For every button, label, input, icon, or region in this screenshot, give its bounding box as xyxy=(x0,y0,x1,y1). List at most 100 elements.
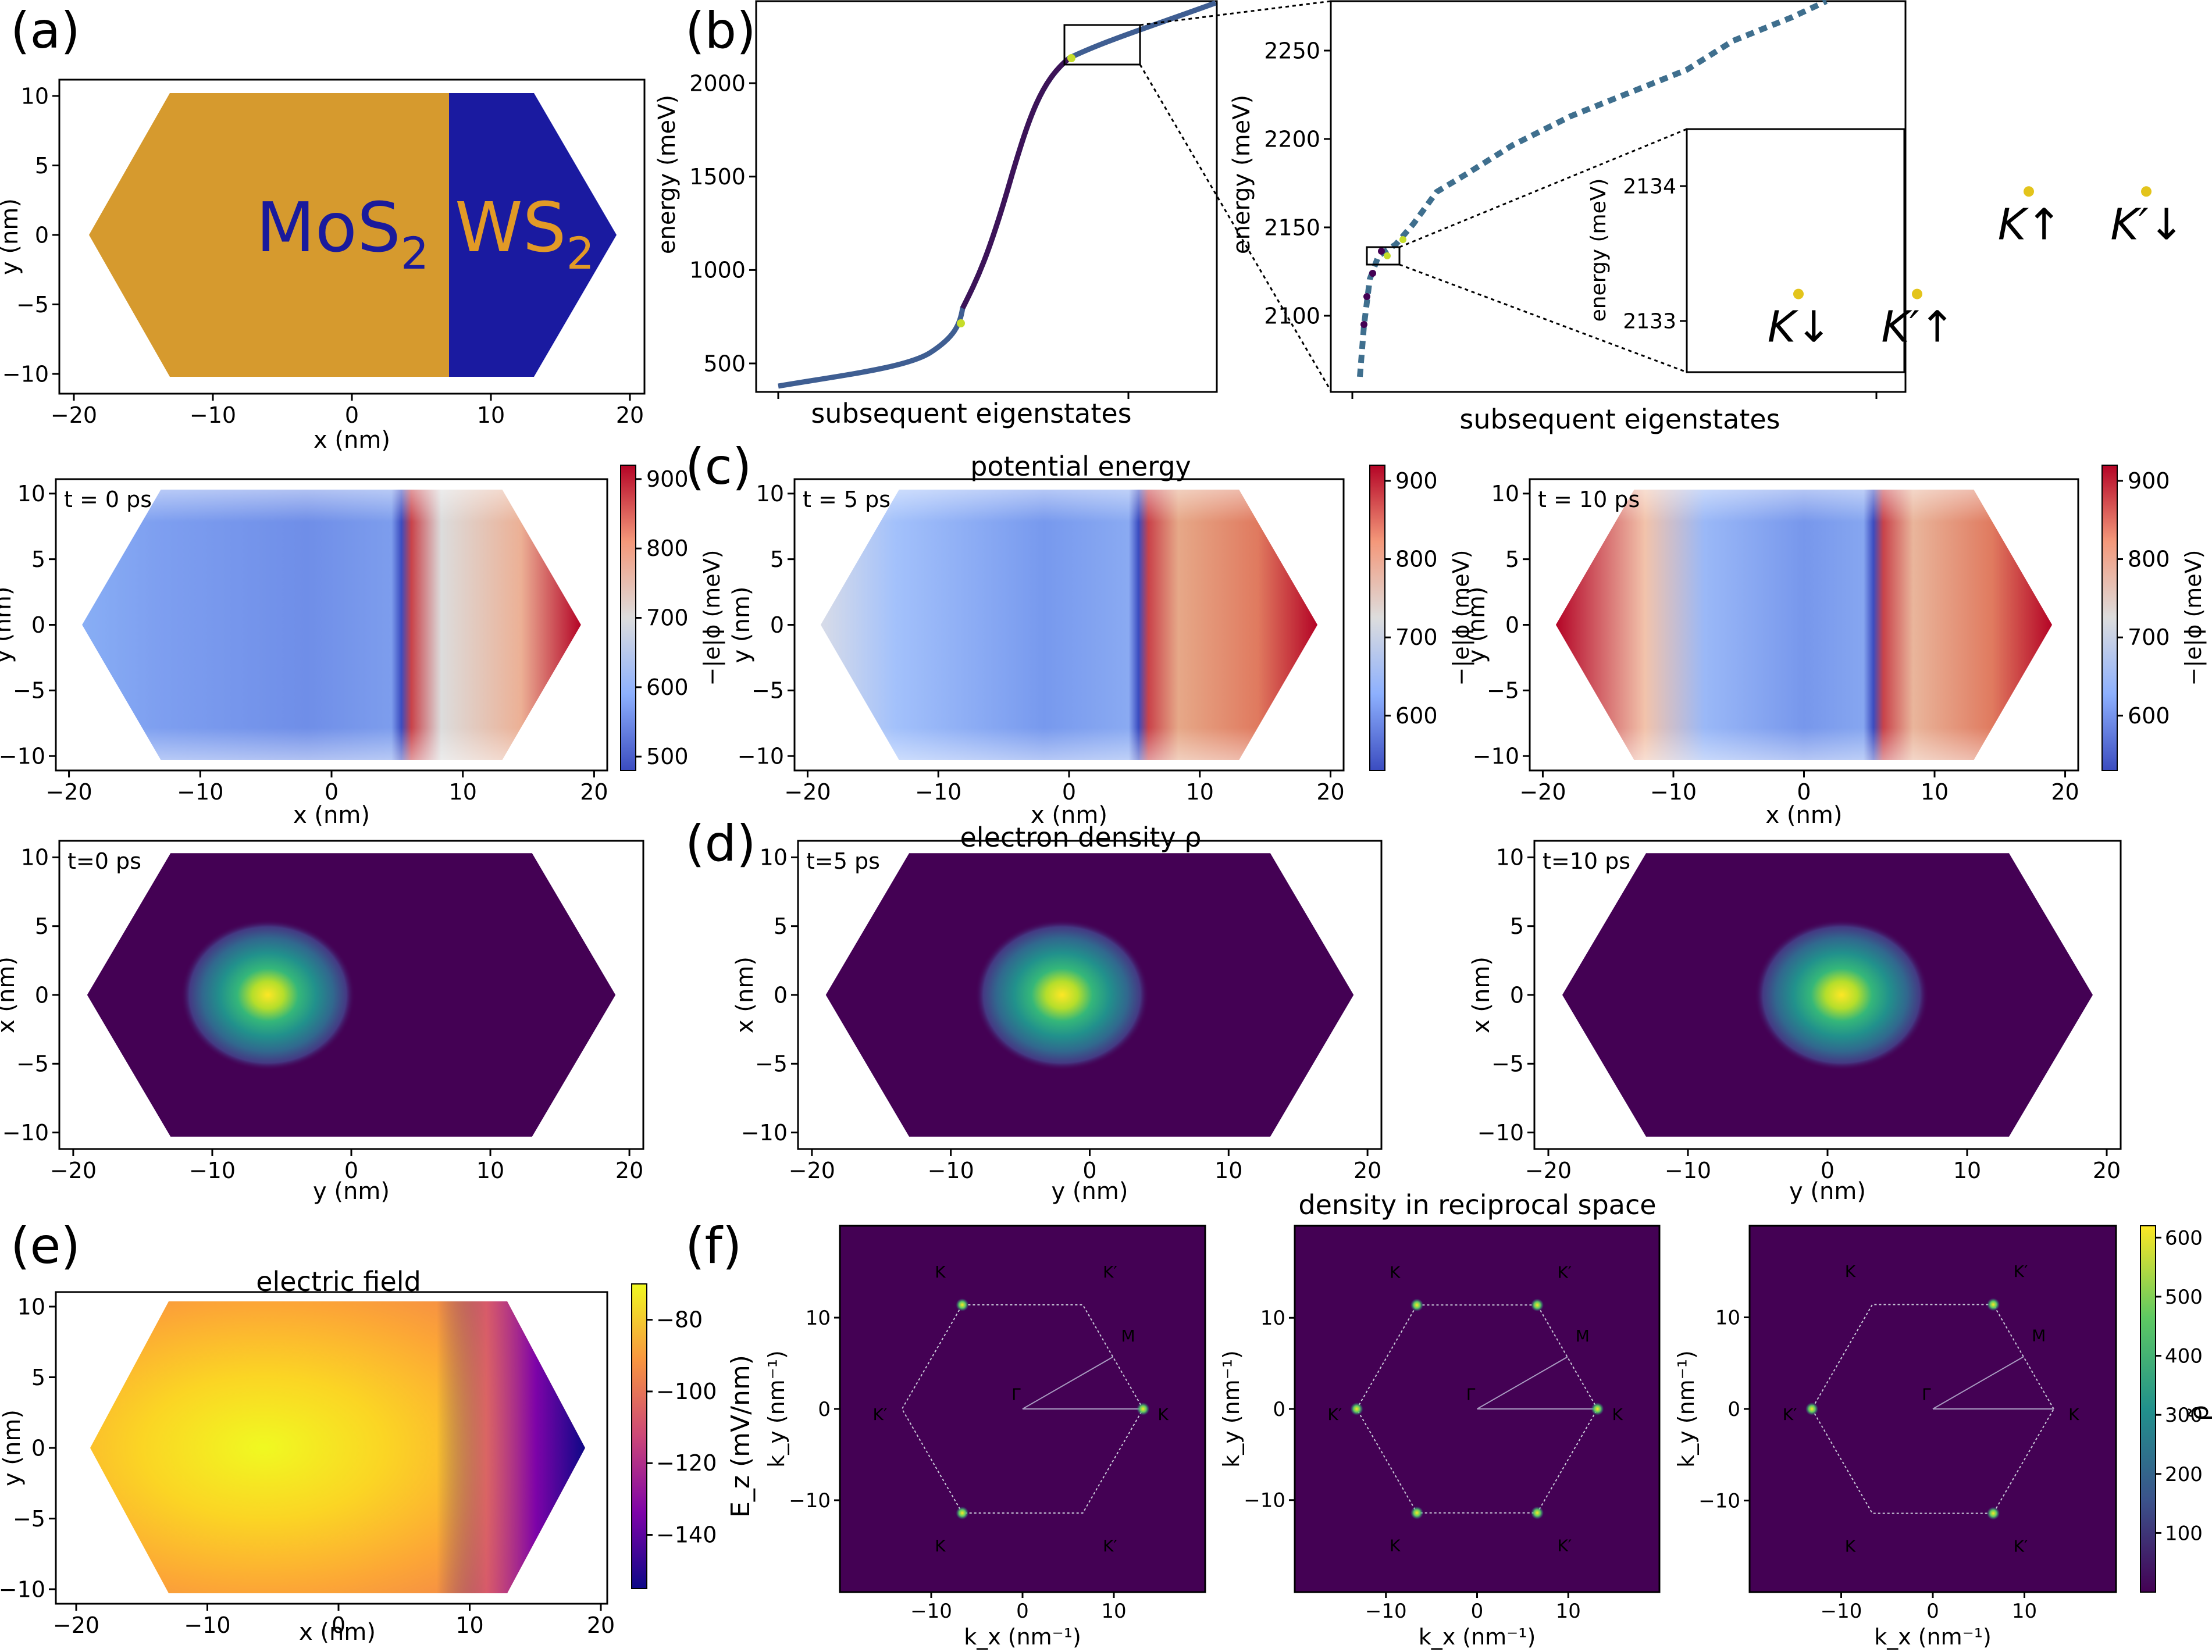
x-axis-label: subsequent eigenstates xyxy=(1459,404,1780,435)
zoom-box xyxy=(1063,24,1141,66)
colorbar-tick-label: 800 xyxy=(2128,547,2170,572)
x-axis-label: k_x (nm⁻¹) xyxy=(964,1624,1081,1650)
valley-label: K xyxy=(935,1536,946,1555)
density-peak xyxy=(1410,1506,1424,1519)
colorbar xyxy=(2140,1225,2156,1593)
density-peak xyxy=(1986,1298,2000,1311)
y-axis-label: y (nm) xyxy=(0,1410,26,1486)
time-label: t = 5 ps xyxy=(803,487,891,512)
colorbar-tick-label: 600 xyxy=(1395,703,1438,729)
colorbar-tick-label: 500 xyxy=(646,744,689,769)
y-tick-label: 10 xyxy=(1715,1306,1740,1329)
y-tick-label: 10 xyxy=(17,481,45,506)
gamma-m-line xyxy=(1022,1356,1113,1410)
m-label: M xyxy=(2032,1326,2046,1345)
y-tick-label: −10 xyxy=(789,1489,831,1512)
x-tick-label: 0 xyxy=(1082,1158,1096,1183)
y-tick-label: −5 xyxy=(13,1506,45,1532)
density-peak xyxy=(1591,1403,1604,1415)
x-tick-label: −10 xyxy=(1365,1600,1407,1623)
y-tick-label: −10 xyxy=(1477,1120,1524,1146)
plot-frame xyxy=(1330,0,1907,393)
x-tick-label: −10 xyxy=(910,1600,952,1623)
colorbar-tick-label: 700 xyxy=(2128,625,2170,650)
y-tick-label: 0 xyxy=(31,612,45,638)
x-tick-label: 0 xyxy=(344,1158,358,1183)
valley-label: K′ xyxy=(873,1405,888,1424)
colorbar-label: E_z (mV/nm) xyxy=(726,1355,756,1518)
time-label: t = 10 ps xyxy=(1538,487,1640,512)
y-axis-label: x (nm) xyxy=(1468,957,1495,1033)
y-tick-label: 5 xyxy=(770,547,784,572)
density-blob xyxy=(1754,919,1929,1071)
gamma-m-line xyxy=(1932,1356,2024,1410)
y-axis-label: energy (meV) xyxy=(1587,179,1611,322)
potential-edge-shade xyxy=(82,490,581,760)
y-tick-label: 10 xyxy=(756,481,784,506)
y-tick-label: −10 xyxy=(0,1576,45,1602)
m-label: M xyxy=(1576,1326,1590,1346)
x-tick-label: 10 xyxy=(477,402,505,428)
y-tick-label: 0 xyxy=(1505,612,1519,638)
x-tick-label: 20 xyxy=(580,779,608,805)
y-tick-label: 10 xyxy=(17,1294,45,1319)
colorbar-tick-label: 600 xyxy=(646,675,689,700)
panel-b-inset-ticks: 2134 2133 xyxy=(1623,175,1687,334)
eigenstate-point xyxy=(1912,288,1922,299)
y-tick-label: 5 xyxy=(1505,547,1519,572)
y-axis-label: k_y (nm⁻¹) xyxy=(764,1350,789,1468)
gamma-label: Γ xyxy=(1466,1385,1476,1404)
x-tick-label: −20 xyxy=(784,779,831,805)
valley-label: K xyxy=(2068,1405,2079,1424)
ws2-region xyxy=(449,93,617,377)
valley-label: K′ xyxy=(1557,1536,1572,1555)
x-tick-label: −10 xyxy=(915,779,961,805)
y-tick-label: −10 xyxy=(1244,1489,1285,1512)
ws2-label-sub: 2 xyxy=(567,227,594,279)
y-axis-label: y (nm) xyxy=(1463,587,1490,663)
zoom-line xyxy=(1399,128,1687,248)
ws2-label: WS2 xyxy=(455,187,594,279)
x-tick-label: 0 xyxy=(1821,1158,1835,1183)
panel-b-inset: 2134 2133 energy (meV) K↓ K′↑ K↑ K′↓ xyxy=(1587,128,2185,373)
state-point xyxy=(1369,270,1376,277)
y-axis-label: energy (meV) xyxy=(1228,95,1255,254)
panel-f-reciprocal: density in reciprocal space ρ̃ Γ M K K′ K K′ K… xyxy=(764,1189,2212,1650)
eigen-energy-curve xyxy=(778,0,1217,389)
x-tick-label: −10 xyxy=(190,402,236,428)
panel-label-a: (a) xyxy=(10,2,80,60)
valley-label: K′ xyxy=(1327,1405,1342,1424)
x-tick-label: −20 xyxy=(50,1158,97,1183)
density-peak xyxy=(1137,1403,1150,1415)
y-tick-label: −5 xyxy=(1491,1051,1524,1077)
gamma-m-line xyxy=(1477,1356,1568,1410)
zoom-energy-curve xyxy=(1357,0,1828,377)
x-tick-label: 10 xyxy=(1953,1158,1981,1183)
valley-label: K xyxy=(1157,1405,1169,1424)
y-tick-label: 5 xyxy=(31,1365,45,1390)
eigenstate-label: K↓ xyxy=(1768,302,1832,352)
valley-label: K′ xyxy=(1103,1262,1117,1282)
x-tick-label: 10 xyxy=(2012,1600,2037,1623)
x-axis-label: x (nm) xyxy=(299,1619,376,1646)
y-tick-label: −10 xyxy=(738,743,784,769)
y-tick-label: 10 xyxy=(1260,1307,1285,1330)
panel-label-e: (e) xyxy=(10,1217,80,1275)
x-axis-label: y (nm) xyxy=(1789,1178,1866,1205)
y-tick-label: 10 xyxy=(21,83,49,109)
x-tick-label: 0 xyxy=(1062,779,1076,805)
y-tick-label: 2000 xyxy=(689,70,746,96)
y-tick-label: 5 xyxy=(31,547,45,572)
mos2-label-main: MoS xyxy=(256,187,401,267)
valley-label: K xyxy=(1845,1537,1856,1556)
x-tick-label: −10 xyxy=(177,779,223,805)
x-tick-label: −10 xyxy=(1650,779,1697,805)
y-tick-label: −10 xyxy=(741,1120,788,1146)
x-tick-label: −20 xyxy=(1519,779,1566,805)
